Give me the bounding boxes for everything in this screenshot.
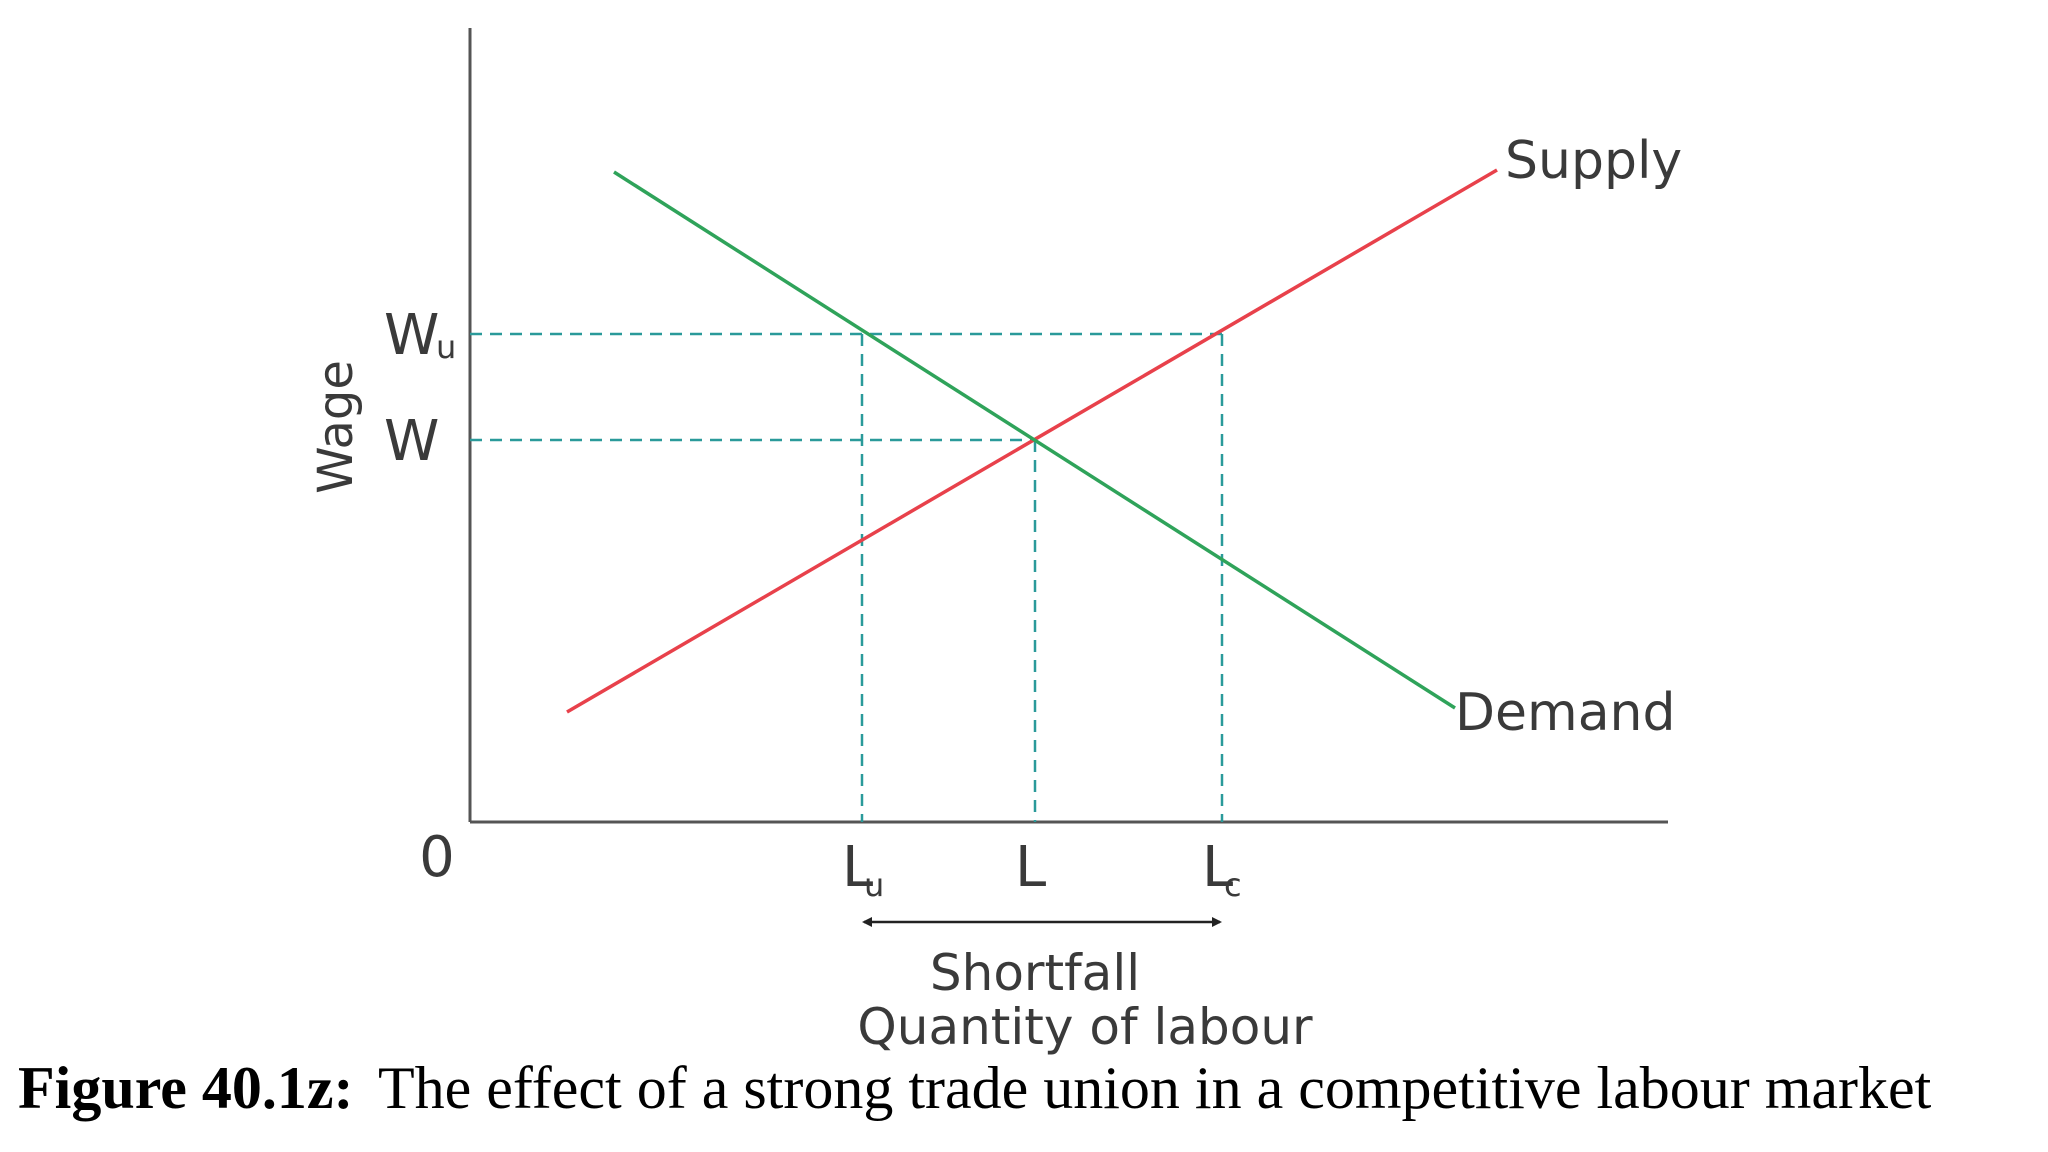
x-tick-label-1: L [1015, 835, 1046, 900]
y-tick-label-1: W [384, 409, 439, 474]
x-tick-label-0: L [842, 835, 873, 900]
y-tick-sub-0: u [436, 328, 456, 366]
demand-curve [613, 170, 1456, 710]
x-tick-label-2: L [1202, 835, 1233, 900]
figure-caption-text: The effect of a strong trade union in a … [378, 1055, 1932, 1121]
x-tick-sub-0: u [864, 866, 884, 904]
x-tick-sub-2: c [1224, 866, 1242, 904]
supply-curve [566, 168, 1498, 714]
origin-label: 0 [419, 825, 455, 890]
annotation-shortfall: Shortfall [930, 944, 1140, 1002]
figure-caption-label: Figure 40.1z: [18, 1055, 353, 1121]
x-axis-label: Quantity of labour [857, 998, 1313, 1056]
series-label-demand: Demand [1455, 683, 1676, 743]
series-label-supply: Supply [1505, 131, 1682, 191]
y-axis-label: Wage [308, 360, 364, 494]
y-tick-label-0: W [384, 303, 439, 368]
